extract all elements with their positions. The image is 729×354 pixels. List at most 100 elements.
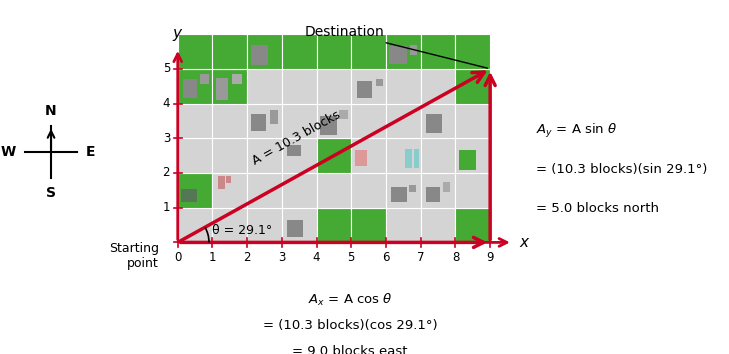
Text: 7: 7 <box>417 251 424 264</box>
Bar <box>316 138 351 173</box>
Text: 2: 2 <box>163 166 170 179</box>
Text: 4: 4 <box>313 251 320 264</box>
Bar <box>178 138 212 173</box>
Text: 3: 3 <box>278 251 286 264</box>
Bar <box>282 138 316 173</box>
Bar <box>247 173 282 208</box>
Text: S: S <box>46 186 56 200</box>
Bar <box>282 173 316 208</box>
Bar <box>443 182 451 192</box>
Bar <box>456 208 490 242</box>
Text: Starting
point: Starting point <box>109 242 159 270</box>
Bar <box>178 208 212 242</box>
Bar <box>316 173 351 208</box>
Bar <box>356 81 372 98</box>
Bar <box>351 104 386 138</box>
Bar <box>182 189 197 202</box>
Bar <box>386 69 421 104</box>
Bar <box>178 104 212 138</box>
Bar <box>339 110 348 119</box>
Text: $A_y$ = A sin $\theta$: $A_y$ = A sin $\theta$ <box>536 122 617 140</box>
Bar <box>408 185 416 192</box>
Text: 5: 5 <box>163 62 170 75</box>
Bar <box>212 69 247 104</box>
Bar <box>421 208 456 242</box>
Bar <box>218 176 225 189</box>
Bar <box>459 150 476 170</box>
Bar <box>456 138 490 173</box>
Bar <box>282 208 316 242</box>
Bar <box>456 34 490 69</box>
Bar <box>386 104 421 138</box>
Bar <box>421 104 456 138</box>
Text: 1: 1 <box>208 251 217 264</box>
Text: N: N <box>45 104 57 118</box>
Bar <box>386 208 421 242</box>
Text: $y$: $y$ <box>172 27 184 43</box>
Bar <box>270 110 278 124</box>
Bar <box>389 46 407 64</box>
Bar <box>247 69 282 104</box>
Bar <box>405 149 412 168</box>
Text: θ = 29.1°: θ = 29.1° <box>212 224 273 237</box>
Bar <box>421 34 456 69</box>
Bar <box>421 138 456 173</box>
Bar <box>212 104 247 138</box>
Bar <box>386 173 421 208</box>
Text: 8: 8 <box>452 251 459 264</box>
Bar <box>351 138 386 173</box>
Bar <box>282 69 316 104</box>
Bar <box>212 173 247 208</box>
Bar <box>178 34 212 69</box>
Bar <box>316 69 351 104</box>
Bar <box>320 116 338 135</box>
Text: 2: 2 <box>243 251 251 264</box>
Bar <box>316 208 351 242</box>
Bar <box>232 74 242 85</box>
Bar <box>247 138 282 173</box>
Bar <box>375 79 383 86</box>
Text: A = 10.3 blocks: A = 10.3 blocks <box>250 108 343 167</box>
Bar <box>456 173 490 208</box>
Bar <box>456 69 490 104</box>
Bar <box>351 34 386 69</box>
Text: E: E <box>86 145 95 159</box>
Bar <box>212 138 247 173</box>
Bar <box>355 150 367 166</box>
Bar <box>247 104 282 138</box>
Bar <box>287 145 301 156</box>
Bar <box>287 220 303 237</box>
Bar <box>316 104 351 138</box>
Bar <box>183 79 197 98</box>
Bar <box>386 138 421 173</box>
Bar <box>247 208 282 242</box>
Bar <box>226 176 231 183</box>
Text: = 5.0 blocks north: = 5.0 blocks north <box>536 202 659 215</box>
Bar <box>178 69 212 104</box>
Bar <box>421 173 456 208</box>
Text: = 9.0 blocks east: = 9.0 blocks east <box>292 345 408 354</box>
Bar <box>251 114 266 131</box>
Bar <box>282 34 316 69</box>
Bar <box>351 208 386 242</box>
Bar <box>351 173 386 208</box>
Bar <box>178 173 212 208</box>
Bar <box>386 34 421 69</box>
Text: 6: 6 <box>382 251 390 264</box>
Bar <box>216 78 228 100</box>
Bar <box>410 45 417 55</box>
Text: W: W <box>1 145 16 159</box>
Text: 9: 9 <box>486 251 494 264</box>
Bar <box>426 187 440 202</box>
Text: 1: 1 <box>163 201 170 214</box>
Bar <box>212 34 247 69</box>
Bar <box>251 45 268 65</box>
Bar <box>316 34 351 69</box>
Text: $x$: $x$ <box>518 235 530 250</box>
Bar <box>456 104 490 138</box>
Bar <box>391 187 407 202</box>
Text: 4: 4 <box>163 97 170 110</box>
Text: 3: 3 <box>163 132 170 145</box>
Bar <box>212 208 247 242</box>
Bar <box>426 114 442 133</box>
